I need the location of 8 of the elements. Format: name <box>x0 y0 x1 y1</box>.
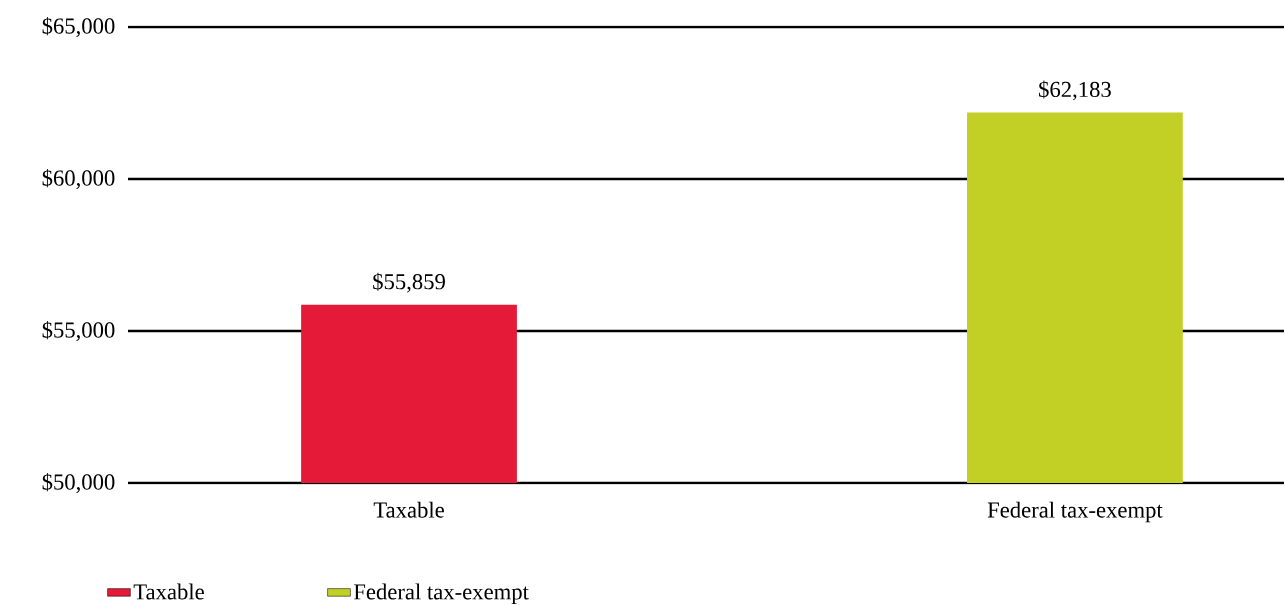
legend-label: Federal tax-exempt <box>353 583 529 605</box>
y-tick-label: $50,000 <box>42 473 115 493</box>
y-tick-label: $55,000 <box>42 321 115 341</box>
legend-label: Taxable <box>133 583 204 600</box>
y-tick-label: $60,000 <box>42 169 115 189</box>
y-tick-label: $65,000 <box>42 17 115 37</box>
data-label: $62,183 <box>1039 80 1111 101</box>
data-label: $55,859 <box>373 272 445 293</box>
